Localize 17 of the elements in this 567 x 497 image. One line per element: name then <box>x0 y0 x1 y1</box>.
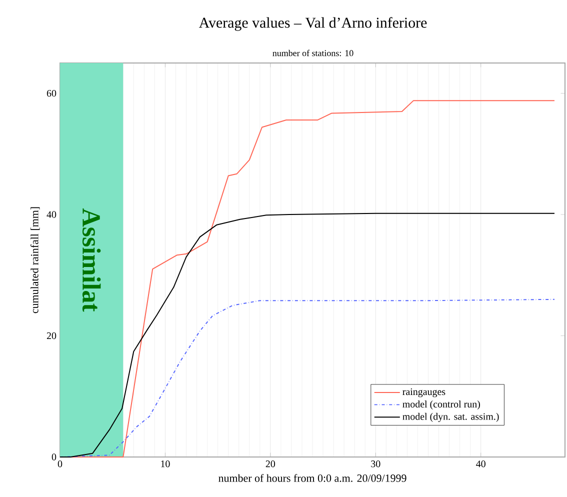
chart-title: Average values – Val d’Arno inferiore <box>198 17 427 31</box>
y-tick-label: 20 <box>46 332 56 340</box>
y-axis-title: cumulated rainfall [mm] <box>30 207 40 314</box>
band-label: Assimilat <box>82 208 101 312</box>
x-tick-label: 30 <box>371 460 380 468</box>
y-tick-label: 60 <box>46 90 56 97</box>
legend-label: raingauges <box>402 388 446 398</box>
legend-label: model (dyn. sat. assim.) <box>402 412 499 422</box>
x-tick-label: 40 <box>476 460 486 468</box>
chart-subtitle: number of stations: 10 <box>272 50 354 56</box>
x-tick-label: 0 <box>58 460 62 468</box>
x-tick-label: 20 <box>266 460 276 468</box>
y-tick-label: 0 <box>52 454 56 460</box>
x-tick-label: 10 <box>161 460 170 468</box>
legend-label: model (control run) <box>402 400 480 410</box>
x-axis-title: number of hours from 0:0 a.m. 20/09/1999 <box>218 474 406 482</box>
y-tick-label: 40 <box>46 211 56 218</box>
